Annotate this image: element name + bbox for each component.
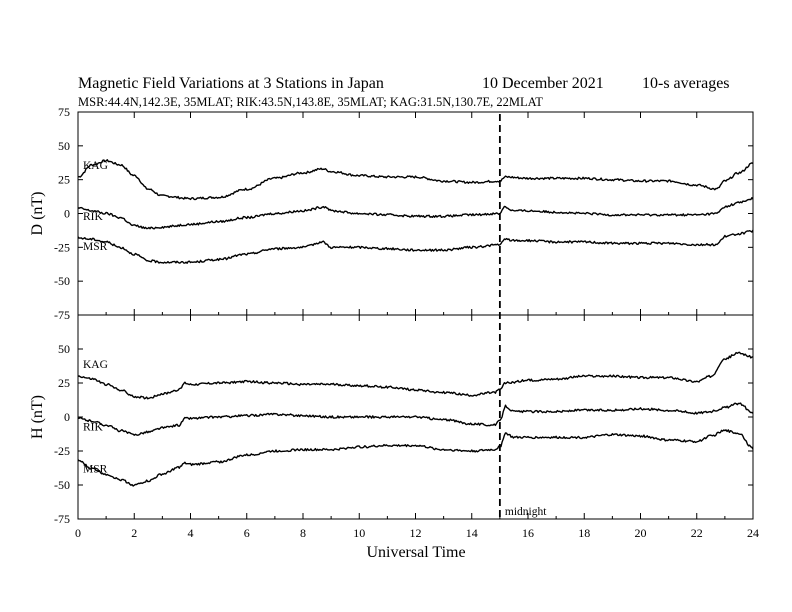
midnight-label: midnight bbox=[505, 506, 547, 518]
series-line-rik bbox=[77, 197, 754, 230]
x-tick-label: 6 bbox=[244, 526, 250, 540]
x-tick-label: 4 bbox=[188, 526, 194, 540]
x-tick-label: 8 bbox=[300, 526, 306, 540]
y-axis-label-d: D (nT) bbox=[29, 192, 46, 236]
y-tick-label: 25 bbox=[58, 376, 70, 390]
y-tick-label: 0 bbox=[64, 207, 70, 221]
series-label-kag: KAG bbox=[83, 359, 108, 371]
series-label-msr: MSR bbox=[83, 464, 108, 476]
plot-frame bbox=[77, 111, 754, 316]
series-label-kag: KAG bbox=[83, 160, 108, 172]
stations-line: MSR:44.4N,142.3E, 35MLAT; RIK:43.5N,143.… bbox=[78, 95, 543, 109]
y-tick-label: -75 bbox=[54, 512, 70, 526]
series-line-kag bbox=[77, 159, 754, 201]
x-tick-label: 2 bbox=[131, 526, 137, 540]
y-tick-label: 25 bbox=[58, 173, 70, 187]
series-line-rik bbox=[77, 402, 754, 436]
x-axis-label: Universal Time bbox=[366, 544, 465, 561]
series-label-msr: MSR bbox=[83, 241, 108, 253]
y-tick-label: 75 bbox=[58, 105, 70, 119]
x-tick-label: 16 bbox=[522, 526, 534, 540]
series-line-msr bbox=[77, 229, 754, 264]
series-line-kag bbox=[77, 351, 753, 400]
chart-date: 10 December 2021 bbox=[482, 75, 604, 92]
x-tick-label: 14 bbox=[466, 526, 478, 540]
series-line-msr bbox=[77, 429, 754, 487]
y-tick-label: -25 bbox=[54, 444, 70, 458]
y-tick-label: 0 bbox=[64, 410, 70, 424]
series-label-rik: RIK bbox=[83, 211, 104, 223]
y-tick-label: -75 bbox=[54, 308, 70, 322]
y-tick-label: 50 bbox=[58, 139, 70, 153]
y-tick-label: -50 bbox=[54, 274, 70, 288]
y-tick-label: -25 bbox=[54, 240, 70, 254]
x-tick-label: 20 bbox=[635, 526, 647, 540]
chart-averaging: 10-s averages bbox=[642, 75, 730, 92]
x-tick-label: 22 bbox=[691, 526, 703, 540]
y-tick-label: -50 bbox=[54, 478, 70, 492]
x-tick-label: 12 bbox=[410, 526, 422, 540]
chart-title: Magnetic Field Variations at 3 Stations … bbox=[78, 75, 384, 92]
x-tick-label: 0 bbox=[75, 526, 81, 540]
x-tick-label: 18 bbox=[578, 526, 590, 540]
x-tick-label: 24 bbox=[747, 526, 759, 540]
y-tick-label: 50 bbox=[58, 342, 70, 356]
y-axis-label-h: H (nT) bbox=[29, 395, 46, 439]
x-tick-label: 10 bbox=[353, 526, 365, 540]
panel-d: 75 50 25 0 -25 -50 -75 KAG RIK MSR bbox=[54, 105, 754, 322]
plot-frame bbox=[77, 314, 754, 520]
series-label-rik: RIK bbox=[83, 421, 104, 433]
